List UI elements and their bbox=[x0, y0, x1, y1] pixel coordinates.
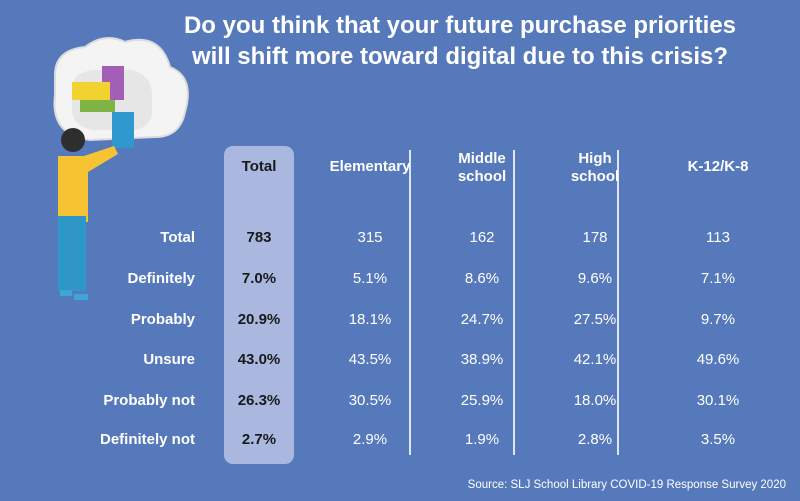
table-cell: 2.8% bbox=[577, 431, 613, 448]
table-cell: 18.1% bbox=[348, 311, 392, 328]
table-cell: 26.3% bbox=[237, 392, 281, 409]
table-cell: 7.1% bbox=[700, 270, 736, 287]
table-cell: 9.7% bbox=[700, 311, 736, 328]
row-label: Unsure bbox=[143, 351, 195, 368]
total-column-highlight bbox=[224, 146, 294, 464]
column-header-line: school bbox=[570, 168, 620, 185]
table-cell: 1.9% bbox=[464, 431, 500, 448]
column-divider bbox=[617, 150, 619, 455]
column-header-line: school bbox=[457, 168, 507, 185]
column-header-line: Elementary bbox=[329, 158, 411, 175]
person-head bbox=[61, 128, 85, 152]
column-header-line: Total bbox=[241, 158, 277, 175]
column-header-line: K-12/K-8 bbox=[687, 158, 749, 175]
table-cell: 49.6% bbox=[696, 351, 740, 368]
table-cell: 2.7% bbox=[241, 431, 277, 448]
row-label: Total bbox=[160, 229, 195, 246]
table-cell: 9.6% bbox=[577, 270, 613, 287]
column-header: Elementary bbox=[310, 158, 430, 176]
table-cell: 25.9% bbox=[460, 392, 504, 409]
column-divider bbox=[409, 150, 411, 455]
table-cell: 30.1% bbox=[696, 392, 740, 409]
title-line-2: will shift more toward digital due to th… bbox=[191, 43, 729, 70]
table-cell: 162 bbox=[469, 229, 495, 246]
table-cell: 113 bbox=[706, 229, 730, 246]
row-label: Probably bbox=[130, 311, 195, 328]
table-cell: 20.9% bbox=[237, 311, 281, 328]
column-header-line: Middle bbox=[458, 150, 506, 167]
table-cell: 30.5% bbox=[348, 392, 392, 409]
table-cell: 2.9% bbox=[352, 431, 388, 448]
table-cell: 42.1% bbox=[573, 351, 617, 368]
column-header-line: High bbox=[578, 150, 612, 167]
table-cell: 27.5% bbox=[573, 311, 617, 328]
person-cloud-books-illustration bbox=[53, 37, 189, 300]
column-header: High school bbox=[535, 150, 655, 186]
table-cell: 178 bbox=[582, 229, 608, 246]
table-cell: 43.5% bbox=[348, 351, 392, 368]
title-line-1: Do you think that your future purchase p… bbox=[183, 12, 737, 39]
column-divider bbox=[513, 150, 515, 455]
row-label: Definitely bbox=[127, 270, 195, 287]
table-cell: 24.7% bbox=[460, 311, 504, 328]
table-cell: 43.0% bbox=[237, 351, 281, 368]
yellow-book-icon bbox=[72, 82, 110, 100]
table-cell: 18.0% bbox=[573, 392, 617, 409]
table-cell: 8.6% bbox=[464, 270, 500, 287]
table-cell: 38.9% bbox=[460, 351, 504, 368]
table-cell: 7.0% bbox=[241, 270, 277, 287]
blue-book-icon bbox=[112, 112, 134, 148]
row-label: Definitely not bbox=[99, 431, 195, 448]
chart-title: Do you think that your future purchase p… bbox=[150, 10, 770, 72]
source-note: Source: SLJ School Library COVID-19 Resp… bbox=[467, 479, 786, 491]
table-cell: 5.1% bbox=[352, 270, 388, 287]
column-header: K-12/K-8 bbox=[658, 158, 778, 176]
table-cell: 783 bbox=[246, 229, 272, 246]
table-cell: 3.5% bbox=[700, 431, 736, 448]
column-header: Middle school bbox=[422, 150, 542, 186]
column-header: Total bbox=[199, 158, 319, 176]
table-cell: 315 bbox=[357, 229, 383, 246]
row-label: Probably not bbox=[103, 392, 195, 409]
